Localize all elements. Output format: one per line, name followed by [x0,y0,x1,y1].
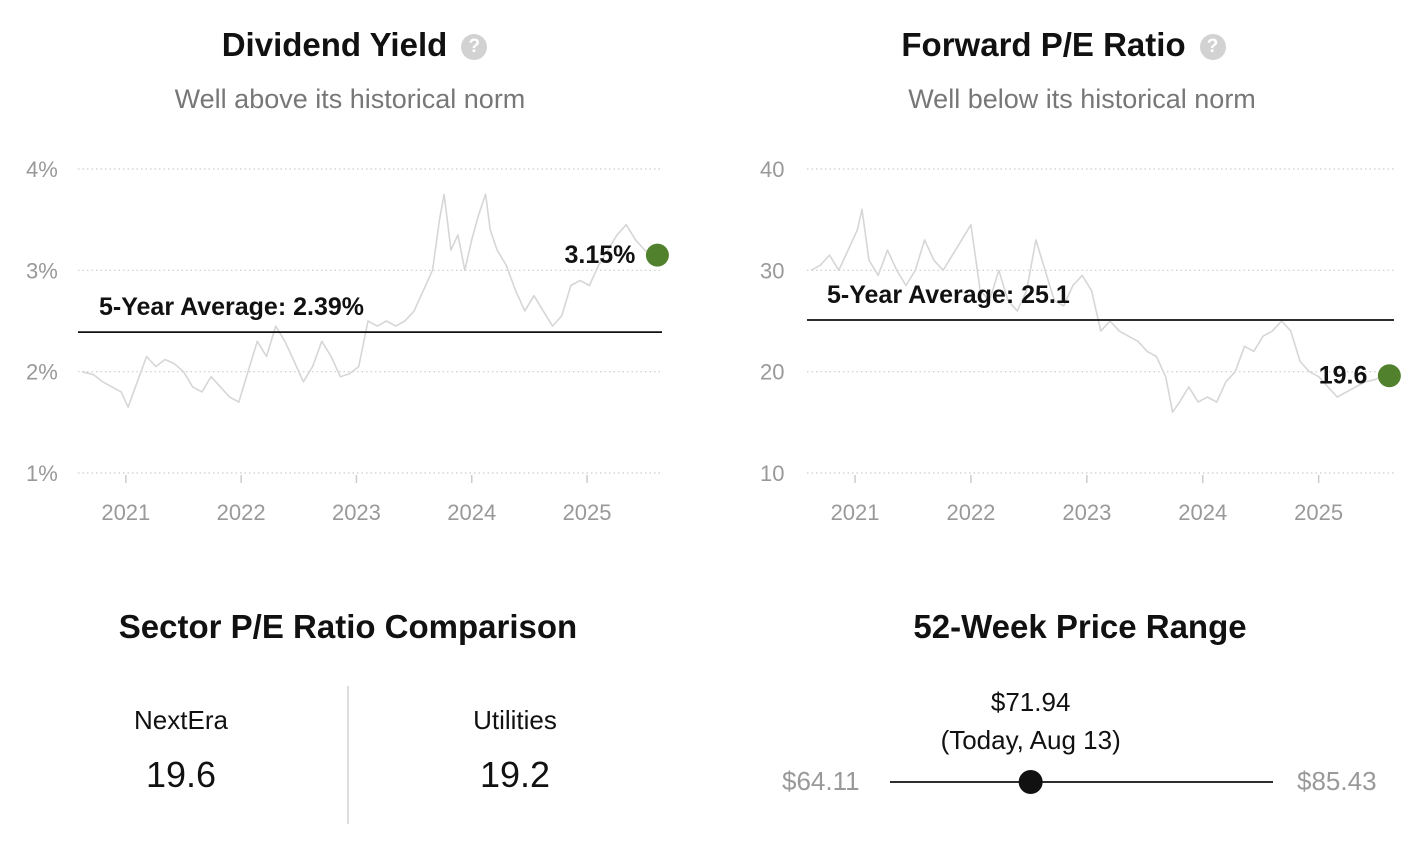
dividend-yield-x-tick-label: 2025 [563,500,612,525]
price-range-title: 52-Week Price Range [913,608,1247,645]
forward-pe-x-tick-label: 2021 [831,500,880,525]
sector-company: NextEra 19.6 [31,705,331,796]
dividend-yield-title: Dividend Yield? [0,26,709,64]
sector-company-value: 19.6 [145,754,217,795]
sector-industry-value: 19.2 [479,754,551,795]
forward-pe-chart: 10 20 30 40 2021 2022 2023 2024 2025 5-Year Avera… [760,157,1401,525]
dividend-yield-y-tick-label: 3% [26,258,58,283]
help-icon[interactable]: ? [1199,34,1226,60]
sector-divider [347,686,349,824]
forward-pe-y-tick-label: 20 [760,360,784,385]
dividend-yield-subtitle: Well above its historical norm [174,84,526,114]
forward-pe-average-label: 5-Year Average: 25.1 [827,281,1070,309]
forward-pe-current-label: 19.6 [1319,362,1368,390]
forward-pe-x-tick-label: 2022 [946,500,995,525]
dividend-yield-history-line [81,193,655,408]
forward-pe-history-line [810,208,1384,414]
price-range-current-label: $71.94 (Today, Aug 13) [881,683,1181,759]
dividend-yield-chart: 1% 2% 3% 4% 2021 2022 2023 2024 2025 5-Year Avera… [26,157,669,525]
dividend-yield-average-label: 5-Year Average: 2.39% [99,293,364,321]
dividend-yield-title-text: Dividend Yield [221,26,448,63]
price-range-marker [1018,770,1043,794]
dividend-yield-y-tick-label: 1% [26,461,58,486]
forward-pe-x-tick-label: 2024 [1178,500,1227,525]
forward-pe-x-tick-label: 2023 [1062,500,1111,525]
price-range-current-note: (Today, Aug 13) [940,725,1121,755]
sector-pe-title: Sector P/E Ratio Comparison [118,608,578,645]
forward-pe-y-tick-label: 10 [760,461,784,486]
forward-pe-y-tick-label: 40 [760,157,784,182]
sector-industry-name: Utilities [473,705,557,735]
dividend-yield-x-tick-label: 2023 [332,500,381,525]
forward-pe-subtitle: Well below its historical norm [908,84,1256,114]
sector-company-name: NextEra [134,705,228,735]
forward-pe-y-tick-label: 30 [760,258,784,283]
dividend-yield-current-label: 3.15% [564,241,635,269]
dividend-yield-current-point [645,243,669,267]
dividend-yield-x-tick-label: 2021 [101,500,150,525]
forward-pe-title: Forward P/E Ratio? [709,26,1418,64]
price-range-high: $85.43 [1297,766,1377,796]
price-range-current-price: $71.94 [990,687,1071,717]
dividend-yield-x-tick-label: 2022 [217,500,266,525]
dividend-yield-y-tick-label: 2% [26,360,58,385]
forward-pe-title-text: Forward P/E Ratio [901,26,1186,63]
forward-pe-x-tick-label: 2025 [1294,500,1343,525]
price-range-low: $64.11 [782,766,860,796]
price-range-track [890,770,1273,794]
help-icon[interactable]: ? [461,34,488,60]
sector-industry: Utilities 19.2 [365,705,665,796]
dividend-yield-y-tick-label: 4% [26,157,58,182]
dividend-yield-x-tick-label: 2024 [447,500,496,525]
forward-pe-current-point [1377,364,1401,388]
